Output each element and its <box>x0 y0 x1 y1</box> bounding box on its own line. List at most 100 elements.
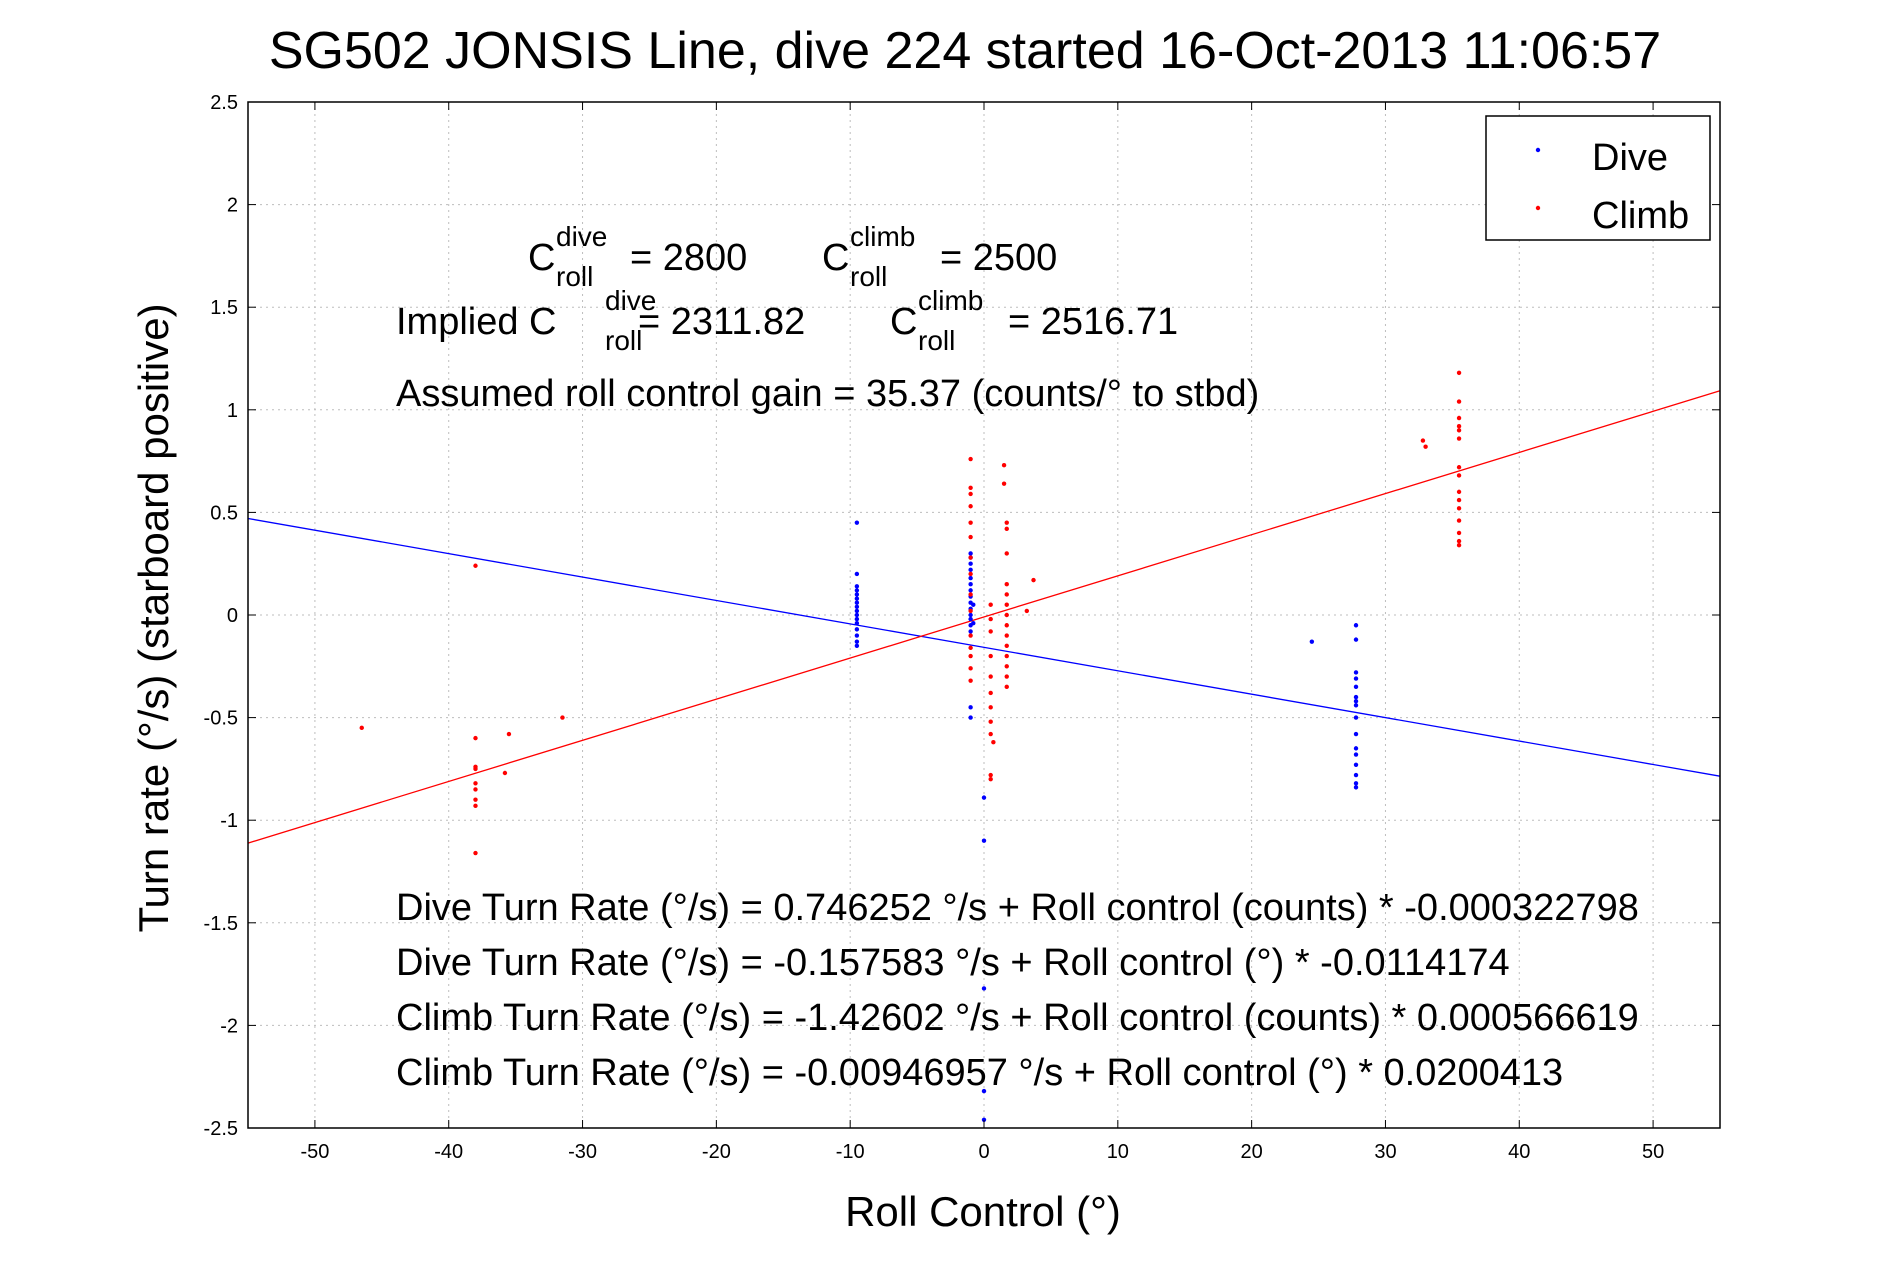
data-point-dive <box>1353 772 1359 778</box>
y-tick-label: 2 <box>227 195 238 217</box>
implied-climb-subscript: roll <box>918 325 955 356</box>
data-point-climb <box>1456 518 1462 523</box>
data-point-climb <box>968 491 973 497</box>
legend-dive-marker <box>1535 147 1541 153</box>
data-point-dive <box>854 627 860 632</box>
y-tick-label: -0.5 <box>204 708 238 730</box>
data-point-climb <box>1001 481 1007 486</box>
data-point-dive <box>981 986 987 991</box>
data-point-dive <box>968 715 973 720</box>
x-tick-label: 50 <box>1642 1141 1664 1163</box>
c-dive-letter: C <box>528 237 555 279</box>
chart-title: SG502 JONSIS Line, dive 224 started 16-O… <box>269 22 1661 80</box>
c-climb-superscript: climb <box>850 221 915 252</box>
y-axis-label: Turn rate (°/s) (starboard positive) <box>130 303 177 932</box>
data-point-dive <box>968 561 973 566</box>
data-point-climb <box>506 731 512 737</box>
data-point-dive <box>968 612 973 618</box>
data-point-dive <box>968 629 973 634</box>
x-tick-label: 30 <box>1374 1141 1396 1163</box>
data-point-dive <box>968 575 973 581</box>
data-point-dive <box>981 1117 987 1122</box>
data-point-dive <box>1309 639 1315 644</box>
x-tick-label: 20 <box>1241 1141 1263 1163</box>
data-point-climb <box>1004 592 1009 597</box>
data-point-dive <box>1353 623 1359 628</box>
data-point-climb <box>968 520 973 525</box>
data-point-climb <box>1004 653 1009 659</box>
c-climb-value: = 2500 <box>940 237 1057 279</box>
data-point-climb <box>473 797 478 802</box>
data-point-climb <box>1420 438 1426 443</box>
data-point-dive <box>1353 731 1359 737</box>
data-point-climb <box>988 653 993 659</box>
data-point-dive <box>854 608 860 614</box>
y-tick-label: 1 <box>227 400 238 422</box>
data-point-dive <box>968 551 973 556</box>
y-tick-label: 2.5 <box>210 92 238 114</box>
data-point-climb <box>1456 497 1462 503</box>
data-point-climb <box>968 608 973 614</box>
c-climb-subscript: roll <box>850 261 887 292</box>
data-point-climb <box>1004 633 1009 638</box>
equation-climb-degrees: Climb Turn Rate (°/s) = -0.00946957 °/s … <box>396 1052 1563 1094</box>
data-point-climb <box>1423 444 1428 449</box>
data-point-climb <box>1456 370 1462 376</box>
y-tick-label: -1.5 <box>204 913 238 935</box>
data-point-climb <box>1004 623 1009 628</box>
equation-dive-degrees: Dive Turn Rate (°/s) = -0.157583 °/s + R… <box>396 942 1510 984</box>
data-point-dive <box>1353 703 1359 708</box>
c-climb-letter: C <box>822 237 849 279</box>
x-tick-label: 40 <box>1508 1141 1530 1163</box>
data-point-dive <box>854 584 860 589</box>
data-point-climb <box>473 787 478 792</box>
data-point-climb <box>473 766 478 772</box>
implied-dive-superscript: dive <box>605 285 656 316</box>
data-point-climb <box>1456 428 1462 433</box>
data-point-climb <box>1004 643 1009 648</box>
x-tick-label: 10 <box>1107 1141 1129 1163</box>
data-point-climb <box>473 781 478 786</box>
implied-dive-value: = 2311.82 <box>638 301 805 343</box>
data-point-dive <box>1353 698 1359 704</box>
data-point-climb <box>988 772 993 778</box>
data-point-dive <box>971 602 976 607</box>
data-points <box>359 370 1462 1122</box>
legend-dive-label: Dive <box>1592 137 1668 179</box>
data-point-climb <box>1024 608 1030 614</box>
data-point-climb <box>359 725 364 731</box>
data-point-dive <box>968 582 973 587</box>
equation-dive-counts: Dive Turn Rate (°/s) = 0.746252 °/s + Ro… <box>396 887 1639 929</box>
y-tick-label: 0 <box>227 605 238 627</box>
data-point-climb <box>1004 664 1009 669</box>
data-point-climb <box>968 485 973 490</box>
data-point-dive <box>854 600 860 605</box>
data-point-climb <box>968 534 973 540</box>
data-point-climb <box>968 666 973 671</box>
data-point-climb <box>968 645 973 651</box>
data-point-dive <box>1353 694 1359 700</box>
data-point-dive <box>968 616 973 622</box>
data-point-climb <box>988 629 993 634</box>
x-tick-label: -40 <box>434 1141 463 1163</box>
data-point-dive <box>854 612 860 618</box>
data-point-climb <box>1456 465 1462 470</box>
data-point-dive <box>854 588 860 593</box>
data-point-dive <box>854 639 860 644</box>
y-tick-label: -1 <box>220 810 238 832</box>
data-point-dive <box>854 592 860 597</box>
data-point-dive <box>854 621 860 626</box>
data-point-dive <box>1353 670 1359 675</box>
implied-dive-label: Implied C <box>396 301 557 343</box>
x-tick-label: -20 <box>702 1141 731 1163</box>
data-point-climb <box>968 555 973 560</box>
data-point-climb <box>1456 489 1462 495</box>
data-point-climb <box>473 803 478 809</box>
x-tick-label: -10 <box>836 1141 865 1163</box>
fit-lines <box>247 390 1721 844</box>
data-point-climb <box>1456 436 1462 441</box>
data-point-dive <box>981 1088 987 1094</box>
data-point-dive <box>1353 676 1359 681</box>
c-dive-value: = 2800 <box>630 237 747 279</box>
